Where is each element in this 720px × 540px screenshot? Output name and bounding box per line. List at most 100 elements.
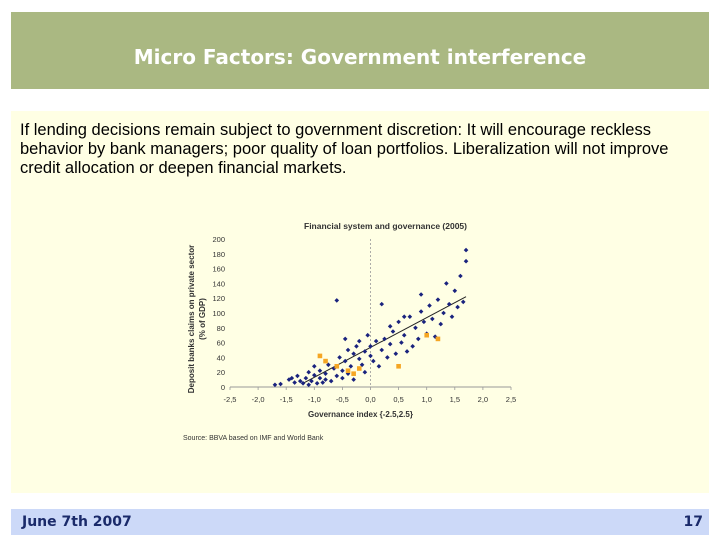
data-point: [396, 319, 401, 325]
data-point-highlight: [334, 363, 340, 369]
chart-source: Source: BBVA based on IMF and World Bank: [183, 435, 324, 442]
data-point: [387, 341, 393, 347]
data-point: [312, 363, 317, 369]
slide-title: Micro Factors: Government interference: [133, 45, 587, 69]
data-point-highlight: [435, 336, 441, 342]
data-point: [351, 351, 356, 356]
page-number: 17: [683, 514, 703, 530]
data-point: [323, 371, 328, 376]
y-tick-label: 100: [212, 309, 225, 318]
x-tick-label: -2,5: [224, 395, 237, 404]
data-point: [430, 316, 435, 322]
y-tick-label: 20: [217, 368, 225, 377]
data-point: [278, 381, 283, 387]
data-point: [379, 301, 385, 307]
data-point: [427, 303, 432, 308]
data-point: [286, 377, 292, 382]
slide-body-text: If lending decisions remain subject to g…: [20, 121, 669, 177]
data-point: [385, 355, 390, 360]
slide-footer: June 7th 2007 17: [11, 509, 709, 535]
data-point: [368, 353, 373, 359]
data-point: [393, 351, 399, 356]
y-tick-label: 160: [212, 265, 225, 274]
y-axis-label: Deposit banks claims on private sector: [187, 245, 196, 394]
y-tick-label: 120: [212, 294, 225, 303]
data-point: [356, 338, 362, 344]
footer-date: June 7th 2007: [22, 514, 132, 530]
data-point: [390, 329, 396, 334]
data-point: [449, 314, 455, 319]
data-point: [368, 344, 373, 349]
data-point: [334, 298, 340, 303]
x-tick-label: -1,5: [280, 395, 293, 404]
data-point: [292, 380, 297, 385]
data-point: [320, 380, 326, 385]
data-point: [317, 375, 323, 381]
data-point: [340, 375, 345, 381]
data-point: [334, 373, 340, 379]
data-point: [348, 363, 354, 369]
data-point: [460, 299, 466, 305]
data-point: [438, 321, 444, 327]
y-tick-label: 140: [212, 279, 225, 288]
data-point: [303, 375, 309, 381]
data-point-highlight: [351, 371, 356, 376]
data-point-highlight: [396, 363, 401, 369]
data-point: [328, 378, 334, 384]
x-tick-label: 2,0: [478, 395, 488, 404]
data-point-highlight: [323, 358, 328, 364]
data-point: [317, 368, 323, 374]
data-point: [444, 281, 449, 286]
data-point: [401, 332, 407, 338]
data-point: [295, 373, 300, 379]
x-tick-label: -1,0: [308, 395, 321, 404]
x-tick-label: -2,0: [252, 395, 265, 404]
slide-title-bar: Micro Factors: Government interference: [11, 12, 709, 89]
data-point: [345, 347, 351, 353]
y-axis-label-unit: (% of GDP): [198, 298, 207, 340]
data-point: [356, 356, 362, 362]
data-point: [399, 340, 404, 345]
data-point: [407, 314, 413, 319]
x-tick-label: 1,5: [450, 395, 460, 404]
data-point: [340, 368, 345, 374]
data-point: [306, 369, 311, 375]
x-axis-label: Governance index {-2.5,2.5}: [308, 410, 413, 419]
data-point: [404, 349, 410, 354]
data-point: [365, 332, 370, 338]
data-point: [421, 319, 427, 325]
x-tick-label: 2,5: [506, 395, 516, 404]
y-tick-label: 80: [217, 324, 225, 333]
data-point-highlight: [317, 353, 323, 359]
data-point: [326, 362, 331, 368]
data-point: [458, 273, 463, 279]
data-point: [446, 301, 452, 307]
data-point: [312, 372, 317, 378]
data-point: [373, 338, 379, 344]
data-point: [272, 382, 278, 388]
data-point: [342, 358, 348, 364]
data-point: [376, 363, 382, 369]
data-point-highlight: [424, 332, 429, 338]
data-point: [463, 258, 469, 264]
data-point: [354, 344, 359, 349]
data-point: [379, 347, 385, 353]
y-tick-label: 60: [217, 339, 225, 348]
data-point: [387, 324, 393, 329]
data-point: [323, 377, 328, 382]
chart-title: Financial system and governance (2005): [304, 221, 467, 231]
data-point: [362, 349, 368, 354]
data-point: [463, 247, 469, 253]
x-tick-label: -0,5: [336, 395, 349, 404]
data-point: [337, 355, 342, 360]
data-point: [455, 304, 460, 310]
data-point: [309, 378, 314, 384]
x-tick-label: 0,5: [393, 395, 403, 404]
data-point: [314, 381, 320, 386]
data-point: [300, 381, 306, 386]
data-point: [289, 375, 295, 381]
data-point: [362, 369, 368, 375]
data-point: [441, 310, 446, 316]
data-point: [306, 382, 311, 388]
